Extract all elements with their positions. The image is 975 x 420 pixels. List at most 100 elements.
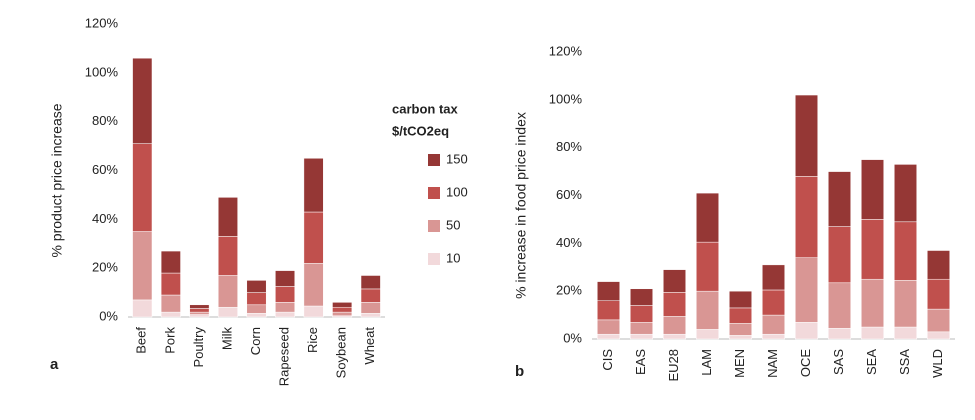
bar-segment (160, 250, 181, 274)
bar-segment (217, 236, 238, 276)
y-tick-label: 0% (563, 330, 582, 345)
bar-segment (861, 219, 884, 280)
bar-segment (828, 171, 851, 227)
bar-segment (217, 197, 238, 237)
bar-segment (861, 278, 884, 328)
bar-segment (189, 308, 210, 313)
y-tick-label: 80% (92, 113, 118, 128)
bar-segment (927, 278, 950, 310)
legend-title: $/tCO2eq (392, 123, 449, 138)
legend-swatch (428, 187, 440, 199)
bar-segment (894, 326, 917, 340)
bar-segment (275, 302, 296, 313)
y-tick-label: 120% (85, 15, 119, 30)
x-tick-label: SAS (831, 349, 846, 375)
bar-segment (663, 292, 686, 317)
bar-segment (360, 288, 381, 303)
y-tick-label: 40% (92, 211, 118, 226)
x-tick-label: LAM (699, 349, 714, 376)
bar-segment (132, 299, 153, 318)
bar-segment (696, 241, 719, 292)
x-tick-label: Pork (162, 327, 177, 354)
legend-swatch (428, 253, 440, 265)
bar-segment (696, 290, 719, 330)
bar-segment (275, 270, 296, 287)
bar-segment (630, 322, 653, 335)
bar-segment (189, 314, 210, 318)
bar-segment (663, 316, 686, 335)
bar-segment (696, 192, 719, 243)
bar-segment (332, 302, 353, 308)
x-tick-label: CIS (600, 349, 615, 371)
x-tick-label: EAS (633, 349, 648, 375)
x-tick-label: EU28 (666, 349, 681, 382)
bar-segment (762, 289, 785, 316)
x-tick-label: Wheat (362, 327, 377, 365)
x-tick-label: Rapeseed (276, 327, 291, 386)
bar-segment (828, 226, 851, 284)
x-tick-label: Milk (219, 327, 234, 351)
bar-segment (189, 311, 210, 315)
bar-segment (360, 275, 381, 290)
bar-segment (762, 264, 785, 291)
x-tick-label: OCE (798, 349, 813, 378)
x-tick-label: WLD (930, 349, 945, 378)
bar-segment (894, 221, 917, 281)
y-tick-label: 80% (556, 139, 582, 154)
legend-label: 100 (446, 184, 468, 199)
panel-label: a (50, 356, 59, 373)
bar-segment (729, 335, 752, 340)
bar-segment (132, 57, 153, 144)
bar-segment (927, 308, 950, 333)
y-tick-label: 100% (549, 91, 583, 106)
bar-segment (729, 290, 752, 309)
bar-segment (762, 314, 785, 335)
legend-swatch (428, 154, 440, 166)
bar-segment (663, 333, 686, 340)
bar-segment (630, 305, 653, 323)
x-tick-label: Soybean (334, 327, 349, 378)
bar-segment (303, 211, 324, 264)
y-tick-label: 60% (92, 162, 118, 177)
x-tick-label: NAM (765, 349, 780, 378)
bar-segment (828, 282, 851, 329)
bar-segment (160, 311, 181, 318)
y-axis-label: % product price increase (49, 103, 65, 257)
bar-segment (246, 292, 267, 306)
legend-title: carbon tax (392, 101, 459, 116)
panel-label: b (515, 363, 524, 380)
bar-segment (663, 269, 686, 293)
legend-swatch (428, 220, 440, 232)
bar-segment (217, 306, 238, 318)
bar-segment (630, 288, 653, 306)
bar-segment (246, 304, 267, 314)
bar-segment (217, 275, 238, 308)
bar-segment (360, 302, 381, 314)
bar-segment (597, 319, 620, 335)
bar-segment (132, 231, 153, 301)
bar-segment (828, 327, 851, 340)
legend-label: 50 (446, 217, 460, 232)
y-axis-label: % increase in food price index (513, 112, 529, 299)
bar-segment (795, 176, 818, 258)
x-tick-label: SSA (897, 349, 912, 375)
x-tick-label: Beef (134, 327, 149, 354)
bar-segment (189, 304, 210, 309)
bar-segment (630, 333, 653, 340)
bar-segment (332, 306, 353, 313)
bar-segment (303, 158, 324, 213)
y-tick-label: 0% (99, 308, 118, 323)
legend-label: 10 (446, 250, 460, 265)
x-tick-label: Corn (248, 327, 263, 355)
bar-segment (861, 326, 884, 340)
bar-segment (696, 329, 719, 340)
bar-segment (132, 143, 153, 232)
y-tick-label: 20% (92, 260, 118, 275)
bar-segment (927, 250, 950, 280)
bar-segment (597, 281, 620, 301)
x-tick-label: Poultry (191, 327, 206, 368)
bar-segment (303, 305, 324, 318)
y-tick-label: 40% (556, 235, 582, 250)
x-tick-label: MEN (732, 349, 747, 378)
